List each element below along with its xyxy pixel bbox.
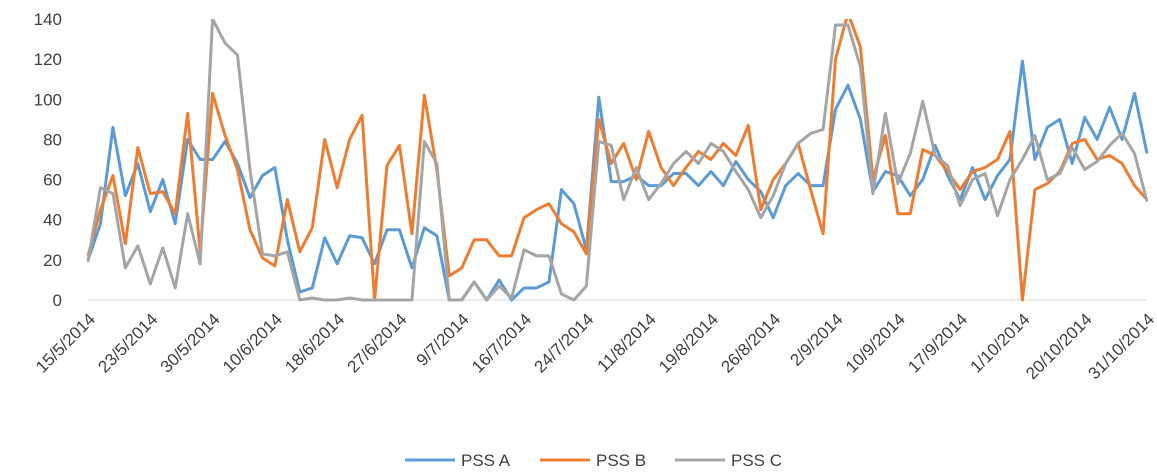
y-tick-label: 120: [34, 50, 62, 69]
x-tick-label: 9/7/2014: [413, 310, 473, 370]
y-tick-label: 60: [43, 171, 62, 190]
y-tick-label: 100: [34, 90, 62, 109]
x-tick-label: 18/6/2014: [281, 310, 348, 377]
x-tick-label: 10/9/2014: [842, 310, 909, 377]
x-tick-label: 11/8/2014: [594, 310, 660, 376]
y-tick-label: 20: [43, 251, 62, 270]
x-tick-label: 19/8/2014: [655, 310, 722, 377]
x-tick-label: 17/9/2014: [904, 310, 971, 377]
x-tick-label: 23/5/2014: [94, 310, 161, 377]
x-tick-label: 20/10/2014: [1022, 310, 1096, 384]
legend-label: PSS B: [596, 451, 646, 470]
x-tick-label: 2/9/2014: [786, 310, 846, 370]
legend: PSS A PSS B PSS C: [405, 451, 782, 470]
x-tick-label: 1/10/2014: [967, 310, 1034, 377]
y-tick-label: 0: [53, 291, 62, 310]
series-line: [86, 19, 1149, 302]
x-tick-label: 15/5/2014: [32, 310, 99, 377]
legend-label: PSS C: [731, 451, 782, 470]
x-tick-label: 30/5/2014: [157, 310, 224, 377]
y-tick-label: 40: [43, 211, 62, 230]
x-tick-label: 10/6/2014: [219, 310, 286, 377]
series-line: [86, 19, 1149, 302]
x-tick-label: 31/10/2014: [1084, 310, 1157, 384]
plot-area: [86, 19, 1149, 302]
x-tick-label: 16/7/2014: [468, 310, 535, 377]
x-tick-label: 27/6/2014: [344, 310, 411, 377]
x-tick-label: 26/8/2014: [717, 310, 784, 377]
legend-label: PSS A: [461, 451, 511, 470]
x-tick-label: 24/7/2014: [531, 310, 598, 377]
y-tick-label: 80: [43, 130, 62, 149]
y-tick-label: 140: [34, 10, 62, 29]
